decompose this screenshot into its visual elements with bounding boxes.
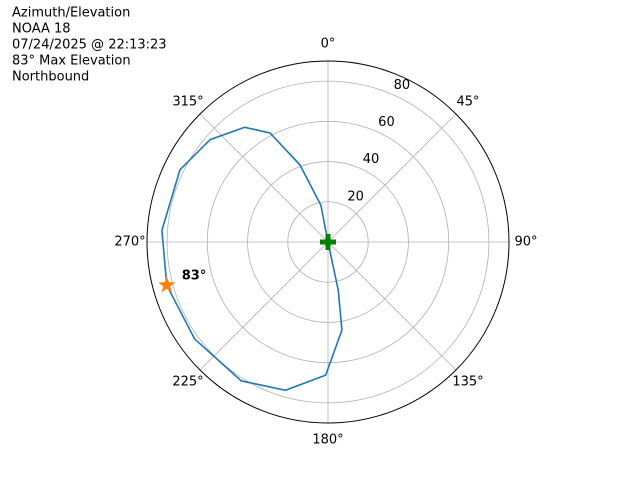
grid-spoke: [327, 241, 457, 371]
theta-tick-label: 270°: [114, 235, 145, 250]
max-marker: [158, 276, 176, 293]
theta-tick-label: 135°: [452, 375, 483, 390]
theta-tick-label: 90°: [514, 235, 537, 250]
grid-spoke: [199, 241, 329, 371]
pass-track: [161, 126, 343, 392]
grid-spoke: [327, 113, 457, 243]
r-tick-label: 20: [347, 189, 364, 204]
theta-tick-label: 45°: [456, 94, 479, 109]
start-marker: [320, 234, 336, 250]
r-tick-label: 80: [394, 78, 411, 93]
title-line: Northbound: [12, 70, 89, 85]
theta-tick-label: 180°: [312, 433, 343, 448]
max-label: 83°: [182, 269, 207, 284]
title-line: 07/24/2025 @ 22:13:23: [12, 38, 167, 53]
title-line: Azimuth/Elevation: [12, 6, 130, 21]
title-line: NOAA 18: [12, 22, 71, 37]
title-line: 83° Max Elevation: [12, 54, 131, 69]
polar-frame: [146, 60, 510, 424]
r-tick-label: 40: [363, 152, 380, 167]
grid-spoke: [199, 113, 329, 243]
theta-tick-label: 225°: [172, 375, 203, 390]
r-tick-label: 60: [378, 115, 395, 130]
theta-tick-label: 315°: [172, 94, 203, 109]
theta-tick-label: 0°: [321, 37, 336, 52]
